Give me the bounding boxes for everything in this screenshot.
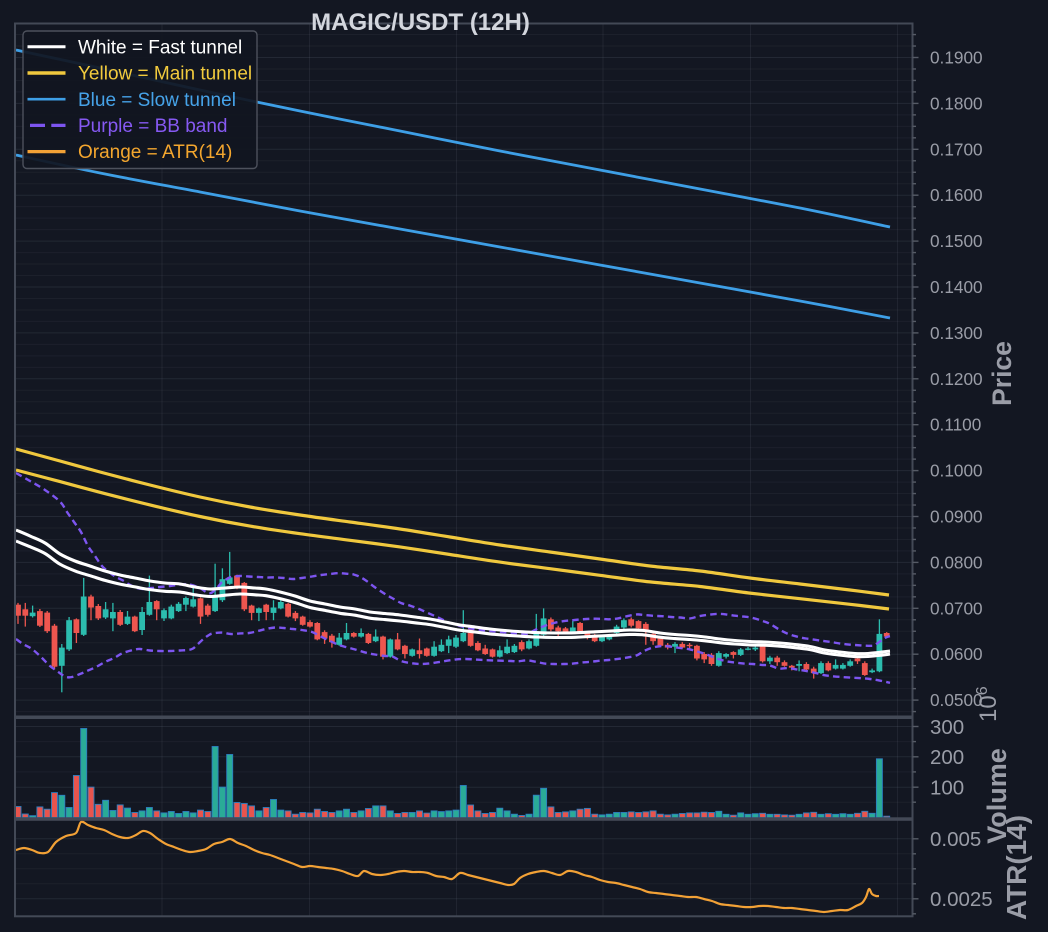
svg-text:ATR(14): ATR(14) <box>1001 815 1032 920</box>
svg-text:Orange = ATR(14): Orange = ATR(14) <box>78 142 232 163</box>
svg-text:White = Fast tunnel: White = Fast tunnel <box>78 37 242 58</box>
svg-text:200: 200 <box>930 746 964 769</box>
svg-text:0.1200: 0.1200 <box>930 369 983 389</box>
svg-text:MAGIC/USDT (12H): MAGIC/USDT (12H) <box>311 9 530 36</box>
svg-text:0.1700: 0.1700 <box>930 139 983 159</box>
svg-text:0.1800: 0.1800 <box>930 93 983 113</box>
svg-text:0.0025: 0.0025 <box>930 888 993 911</box>
svg-text:Volume: Volume <box>982 748 1012 844</box>
svg-text:0.1000: 0.1000 <box>930 461 983 481</box>
svg-text:0.1600: 0.1600 <box>930 185 983 205</box>
svg-text:0.1500: 0.1500 <box>930 231 983 251</box>
svg-text:0.1400: 0.1400 <box>930 277 983 297</box>
svg-text:0.1300: 0.1300 <box>930 323 983 343</box>
svg-text:0.0700: 0.0700 <box>930 598 983 618</box>
svg-text:Price: Price <box>987 341 1017 406</box>
svg-text:0.1100: 0.1100 <box>930 415 981 435</box>
svg-text:0.0500: 0.0500 <box>930 690 983 710</box>
svg-text:Yellow = Main tunnel: Yellow = Main tunnel <box>78 64 252 85</box>
svg-text:Purple = BB band: Purple = BB band <box>78 116 227 137</box>
svg-text:0.0900: 0.0900 <box>930 507 983 527</box>
svg-text:0.0600: 0.0600 <box>930 644 983 664</box>
svg-text:100: 100 <box>930 777 964 800</box>
svg-text:0.005: 0.005 <box>930 828 981 851</box>
svg-text:300: 300 <box>930 716 964 739</box>
svg-text:0.0800: 0.0800 <box>930 552 983 572</box>
svg-text:Blue = Slow tunnel: Blue = Slow tunnel <box>78 90 236 111</box>
svg-text:0.1900: 0.1900 <box>930 48 983 68</box>
